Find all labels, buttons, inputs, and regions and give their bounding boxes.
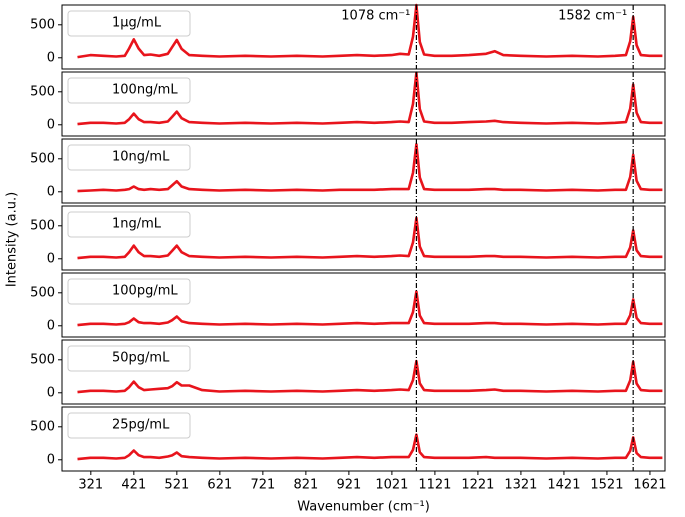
spectrum-line (77, 3, 663, 59)
legend-label: 1μg/mL (112, 16, 162, 31)
panel-frame (61, 138, 666, 204)
legend-label: 25pg/mL (112, 418, 170, 433)
x-axis-label: Wavenumber (cm⁻¹) (297, 500, 430, 515)
y-tick-label: 500 (30, 285, 55, 300)
panel-frame (61, 205, 666, 271)
legend-box (67, 77, 191, 104)
legend-label: 50pg/mL (112, 351, 170, 366)
panel-frame (61, 406, 666, 472)
x-tick-label: 321 (78, 478, 103, 493)
x-tick-label: 1321 (504, 478, 537, 493)
spectrum-line (77, 359, 663, 394)
spectrum-line (77, 71, 663, 126)
y-axis-label: Intensity (a.u.) (5, 192, 20, 287)
y-tick-label: 500 (30, 352, 55, 367)
y-tick-label: 500 (30, 151, 55, 166)
x-tick-label: 1521 (590, 478, 623, 493)
legend-box (67, 10, 191, 37)
panel-frame (61, 71, 666, 137)
y-tick-label: 0 (47, 50, 55, 65)
x-tick-label: 421 (121, 478, 146, 493)
y-tick-label: 0 (47, 318, 55, 333)
y-tick-label: 0 (47, 117, 55, 132)
spectrum-line (77, 143, 663, 193)
legend-label: 100ng/mL (112, 83, 178, 98)
spectrum-line (77, 433, 663, 461)
x-tick-label: 521 (164, 478, 189, 493)
legend-box (67, 412, 191, 439)
panel-frame (61, 339, 666, 405)
y-tick-label: 500 (30, 419, 55, 434)
x-tick-label: 1121 (418, 478, 451, 493)
peak-annotation: 1078 cm⁻¹ (341, 9, 410, 24)
panel-frame (61, 272, 666, 338)
legend-label: 1ng/mL (112, 217, 162, 232)
y-tick-label: 0 (47, 184, 55, 199)
x-tick-label: 1021 (375, 478, 408, 493)
y-tick-label: 500 (30, 218, 55, 233)
x-tick-label: 1421 (547, 478, 580, 493)
x-tick-label: 1621 (633, 478, 666, 493)
x-tick-label: 921 (336, 478, 361, 493)
spectrum-line (77, 216, 663, 260)
y-tick-label: 500 (30, 84, 55, 99)
y-tick-label: 0 (47, 452, 55, 467)
x-tick-label: 621 (207, 478, 232, 493)
legend-label: 100pg/mL (112, 284, 178, 299)
legend-label: 10ng/mL (112, 150, 170, 165)
x-tick-label: 1221 (461, 478, 494, 493)
y-tick-label: 0 (47, 251, 55, 266)
peak-annotation: 1582 cm⁻¹ (558, 9, 627, 24)
x-tick-label: 821 (293, 478, 318, 493)
x-tick-label: 721 (250, 478, 275, 493)
legend-box (67, 345, 191, 372)
legend-box (67, 278, 191, 305)
legend-box (67, 211, 191, 238)
legend-box (67, 144, 191, 171)
y-tick-label: 500 (30, 17, 55, 32)
spectrum-line (77, 290, 663, 327)
panel-frame (61, 4, 666, 70)
y-tick-label: 0 (47, 385, 55, 400)
